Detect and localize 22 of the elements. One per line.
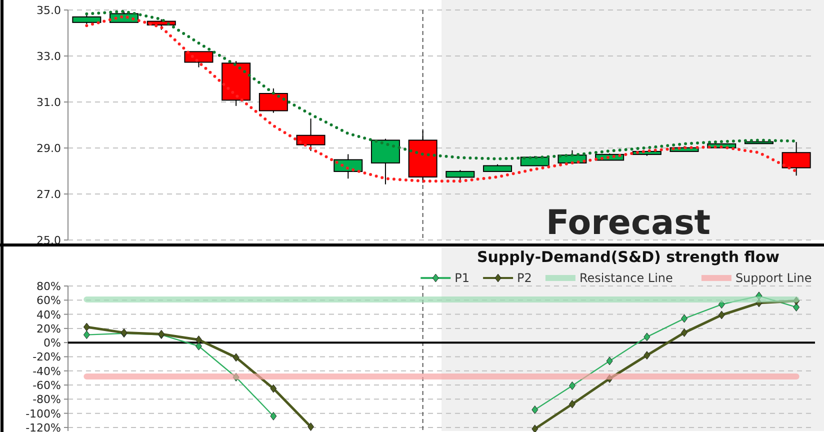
y-tick-label: -80%	[32, 393, 61, 406]
y-tick-label: 40%	[36, 308, 61, 322]
y-tick-label: -40%	[32, 364, 61, 378]
legend-label: Support Line	[735, 271, 812, 285]
y-tick-label: 20%	[36, 322, 61, 336]
legend-label: Resistance Line	[579, 271, 673, 285]
y-tick-label: 27.0	[36, 188, 61, 201]
y-tick-label: 33.0	[36, 50, 61, 63]
y-tick-label: 29.0	[36, 142, 61, 155]
y-tick-label: 80%	[36, 280, 61, 293]
y-tick-label: -60%	[32, 379, 61, 392]
annotation: Forecast	[546, 203, 711, 243]
y-tick-label: 35.0	[36, 4, 61, 17]
y-tick-label: 60%	[36, 294, 61, 308]
y-tick-label: -100%	[26, 407, 61, 420]
legend-label: P2	[517, 271, 532, 285]
y-tick-label: -120%	[26, 421, 61, 432]
y-tick-label: 0%	[44, 336, 61, 350]
y-tick-label: -20%	[32, 350, 61, 364]
y-tick-label: 31.0	[36, 96, 61, 109]
chart-title: Supply-Demand(S&D) strength flow	[476, 248, 780, 266]
legend-label: P1	[454, 271, 470, 285]
